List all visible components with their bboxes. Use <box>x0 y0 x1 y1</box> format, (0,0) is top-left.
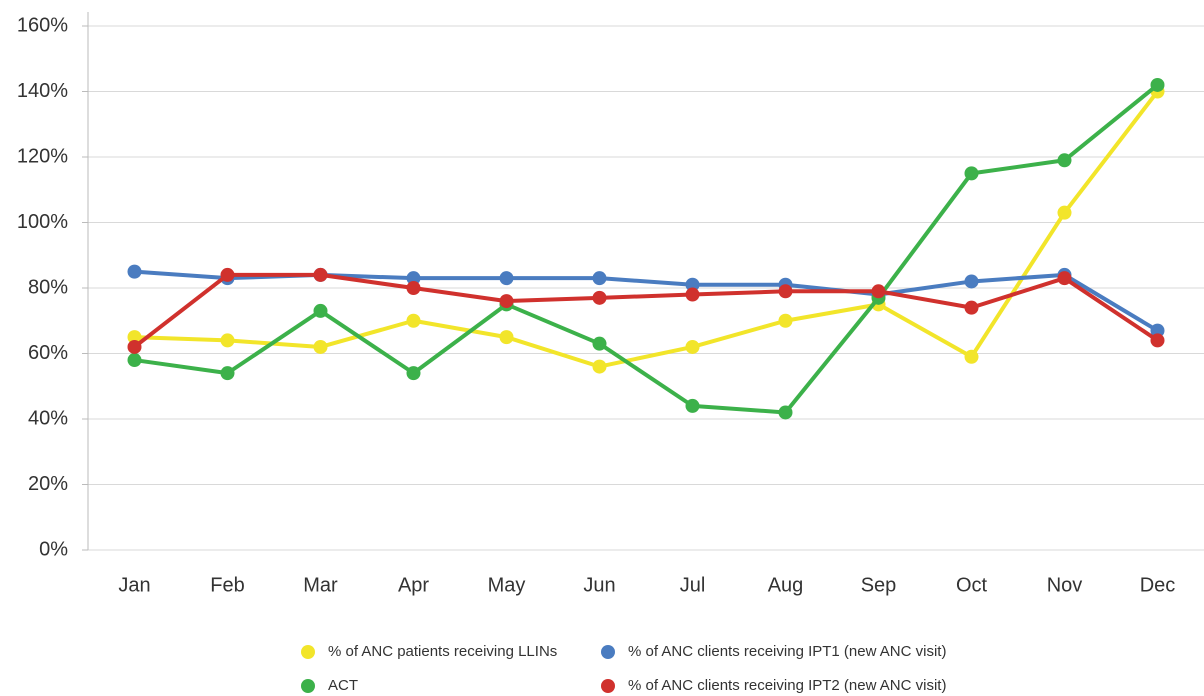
data-point <box>685 339 700 354</box>
data-point <box>685 277 700 292</box>
legend-swatch <box>601 645 615 659</box>
x-tick-label: Nov <box>1047 574 1083 596</box>
data-point <box>1150 323 1165 338</box>
y-tick-label: 100% <box>17 211 68 233</box>
series-line <box>134 83 1159 415</box>
y-tick-label: 120% <box>17 145 68 167</box>
data-point <box>1150 333 1165 348</box>
x-tick-label: Dec <box>1140 574 1176 596</box>
data-point <box>1057 205 1072 220</box>
data-point <box>220 333 235 348</box>
series-line <box>134 269 1159 333</box>
legend-swatch <box>601 679 615 693</box>
data-point <box>1057 271 1072 286</box>
data-point <box>964 166 979 181</box>
x-tick-label: Jun <box>583 574 615 596</box>
data-point <box>778 313 793 328</box>
data-point <box>964 274 979 289</box>
series-line <box>133 272 1159 349</box>
data-point <box>778 405 793 420</box>
legend-swatch <box>301 679 315 693</box>
y-tick-label: 160% <box>17 14 68 36</box>
y-tick-label: 20% <box>28 473 68 495</box>
y-tick-label: 80% <box>28 276 68 298</box>
y-tick-label: 40% <box>28 407 68 429</box>
data-point <box>871 284 886 299</box>
data-point <box>685 398 700 413</box>
data-point <box>313 303 328 318</box>
series-line <box>134 90 1160 369</box>
y-tick-label: 60% <box>28 342 68 364</box>
data-point <box>778 284 793 299</box>
x-tick-label: Oct <box>956 574 988 596</box>
legend-label: ACT <box>328 677 358 694</box>
data-point <box>1057 153 1072 168</box>
data-point <box>127 339 142 354</box>
data-point <box>499 330 514 345</box>
x-tick-label: Jul <box>680 574 706 596</box>
data-point <box>499 294 514 309</box>
data-point <box>406 366 421 381</box>
data-point <box>220 366 235 381</box>
data-point <box>685 287 700 302</box>
data-point <box>313 339 328 354</box>
data-point <box>220 267 235 282</box>
data-point <box>406 313 421 328</box>
x-tick-label: May <box>488 574 526 596</box>
y-tick-label: 140% <box>17 80 68 102</box>
legend-label: % of ANC clients receiving IPT2 (new ANC… <box>628 677 946 694</box>
data-point <box>964 349 979 364</box>
x-tick-label: Sep <box>861 574 897 596</box>
data-point <box>406 271 421 286</box>
data-point <box>313 267 328 282</box>
x-tick-label: Feb <box>210 574 244 596</box>
x-tick-label: Aug <box>768 574 804 596</box>
data-point <box>1150 77 1165 92</box>
data-point <box>127 264 142 279</box>
x-tick-label: Jan <box>118 574 150 596</box>
legend-label: % of ANC patients receiving LLINs <box>328 643 557 660</box>
legend-label: % of ANC clients receiving IPT1 (new ANC… <box>628 643 946 660</box>
data-point <box>592 271 607 286</box>
data-point <box>499 271 514 286</box>
data-point <box>127 353 142 368</box>
data-point <box>964 300 979 315</box>
legend-swatch <box>301 645 315 659</box>
y-tick-label: 0% <box>39 538 68 560</box>
data-point <box>592 290 607 305</box>
data-point <box>406 281 421 295</box>
data-point <box>592 336 607 351</box>
data-point <box>127 330 142 345</box>
data-point <box>592 359 607 374</box>
x-tick-label: Mar <box>303 574 338 596</box>
x-tick-label: Apr <box>398 574 429 596</box>
